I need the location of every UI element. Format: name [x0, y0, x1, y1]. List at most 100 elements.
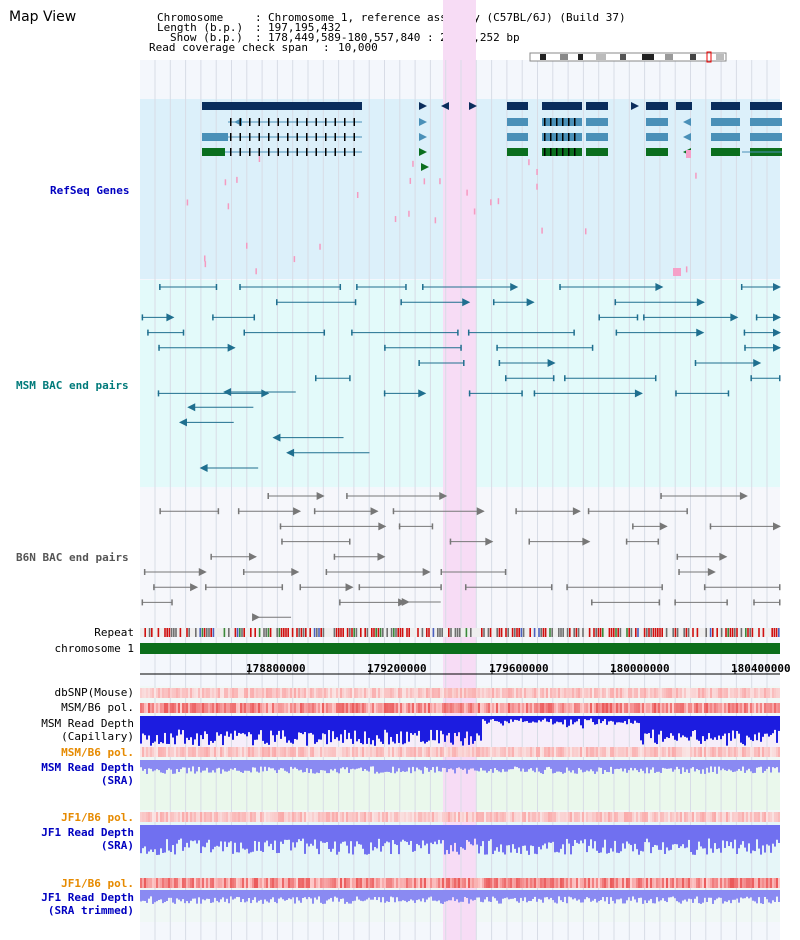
jf1-trim-depth-bar [502, 890, 504, 899]
jf1-pol-2-heat-strip [564, 878, 566, 888]
msm-sra-depth-bar [164, 760, 166, 774]
msm-pol-2-heat-strip [718, 747, 720, 757]
msm-pol-2-heat-strip [306, 747, 308, 757]
jf1-trim-depth-bar [258, 890, 260, 901]
msm-sra-depth-bar [456, 760, 458, 769]
jf1-depth-bar [456, 825, 458, 852]
msm-sra-depth-bar [186, 760, 188, 774]
msm-sra-depth-bar [510, 760, 512, 770]
repeat-mark [366, 628, 369, 637]
jf1-pol-heat-strip [270, 812, 272, 822]
msm-sra-depth-bar [644, 760, 646, 774]
jf1-pol-heat-strip [460, 812, 462, 822]
jf1-pol-heat-strip [644, 812, 646, 822]
jf1-depth-bar [470, 825, 472, 845]
msm-sra-depth-bar [720, 760, 722, 771]
msm-pol-2-heat-strip [240, 747, 242, 757]
msm-pol-2-heat-strip [704, 747, 706, 757]
msm-sra-depth-bar [700, 760, 702, 774]
jf1-pol-heat-strip [252, 812, 254, 822]
jf1-pol-heat-strip [660, 812, 662, 822]
jf1-trim-depth-bar [734, 890, 736, 900]
jf1-pol-heat-strip [286, 812, 288, 822]
msm-capillary-depth-bar [664, 716, 666, 739]
msm-pol-heat-strip [262, 703, 264, 713]
coverage-value: 10,000 [338, 41, 378, 54]
msm-sra-depth-bar [770, 760, 772, 773]
msm-pol-heat-strip [558, 703, 560, 713]
jf1-pol-2-heat-strip [426, 878, 428, 888]
jf1-depth-bar [694, 825, 696, 855]
jf1-depth-bar [154, 825, 156, 850]
jf1-pol-heat-strip [728, 812, 730, 822]
msm-capillary-depth-bar [156, 716, 158, 736]
msm-sra-depth-bar [242, 760, 244, 773]
exon-tick [544, 118, 546, 126]
msm-capillary-depth-bar [460, 716, 462, 742]
msm-capillary-depth-bar [492, 716, 494, 720]
dbsnp-heat-strip [332, 688, 334, 698]
jf1-depth-bar [404, 825, 406, 842]
jf1-depth-bar [668, 825, 670, 851]
msm-capillary-depth-bar [374, 716, 376, 746]
msm-capillary-depth-bar [154, 716, 156, 742]
msm-pol-2-heat-strip [270, 747, 272, 757]
msm-capillary-depth-bar [438, 716, 440, 744]
jf1-pol-heat-strip [414, 812, 416, 822]
jf1-pol-heat-strip [166, 812, 168, 822]
jf1-depth-bar [260, 825, 262, 851]
msm-pol-2-heat-strip [644, 747, 646, 757]
jf1-trim-depth-bar [530, 890, 532, 902]
jf1-trim-depth-bar [146, 890, 148, 903]
msm-capillary-depth-bar [346, 716, 348, 740]
msm-pol-2-heat-strip [254, 747, 256, 757]
jf1-trim-depth-bar [634, 890, 636, 900]
jf1-depth-bar [484, 825, 486, 855]
repeat-mark [291, 628, 294, 637]
msm-sra-depth-bar [518, 760, 520, 769]
jf1-depth-bar [358, 825, 360, 845]
msm-pol-heat-strip [614, 703, 616, 713]
jf1-pol-2-heat-strip [494, 878, 496, 888]
msm-capillary-depth-bar [364, 716, 366, 732]
gene-exon [711, 118, 740, 126]
msm-capillary-depth-bar [652, 716, 654, 730]
jf1-trim-depth-bar [256, 890, 258, 903]
msm-pol-2-heat-strip [182, 747, 184, 757]
jf1-pol-2-heat-strip [484, 878, 486, 888]
jf1-trim-depth-bar [286, 890, 288, 900]
msm-pol-2-heat-strip [426, 747, 428, 757]
refseq-small-mark [203, 255, 206, 262]
jf1-pol-heat-strip [698, 812, 700, 822]
jf1-pol-2-heat-strip [436, 878, 438, 888]
jf1-pol-heat-strip [240, 812, 242, 822]
msm-pol-heat-strip [694, 703, 696, 713]
bac-end-tick [661, 584, 663, 591]
msm-capillary-depth-bar [430, 716, 432, 730]
jf1-pol-heat-strip [226, 812, 228, 822]
msm-capillary-depth-bar [578, 716, 580, 719]
jf1-pol-2-heat-strip [616, 878, 618, 888]
msm-pol-2-heat-strip [764, 747, 766, 757]
dbsnp-heat-strip [582, 688, 584, 698]
jf1-pol-heat-strip [442, 812, 444, 822]
bac-end-arrow [199, 464, 208, 472]
jf1-trim-depth-bar [496, 890, 498, 901]
msm-capillary-depth-bar [432, 716, 434, 741]
jf1-pol-heat-strip [622, 812, 624, 822]
jf1-depth-bar [772, 825, 774, 844]
jf1-pol-heat-strip [276, 812, 278, 822]
msm-capillary-depth-bar [752, 716, 754, 742]
repeat-mark [393, 628, 395, 637]
msm-pol-heat-strip [336, 703, 338, 713]
jf1-pol-2-heat-strip [772, 878, 774, 888]
msm-sra-depth-bar [554, 760, 556, 773]
repeat-mark [373, 628, 375, 637]
jf1-pol-heat-strip [572, 812, 574, 822]
jf1-pol-2-heat-strip [760, 878, 762, 888]
refseq-small-mark [394, 216, 397, 223]
msm-sra-depth-bar [374, 760, 376, 774]
msm-sra-depth-bar [752, 760, 754, 774]
msm-capillary-depth-bar [766, 716, 768, 734]
